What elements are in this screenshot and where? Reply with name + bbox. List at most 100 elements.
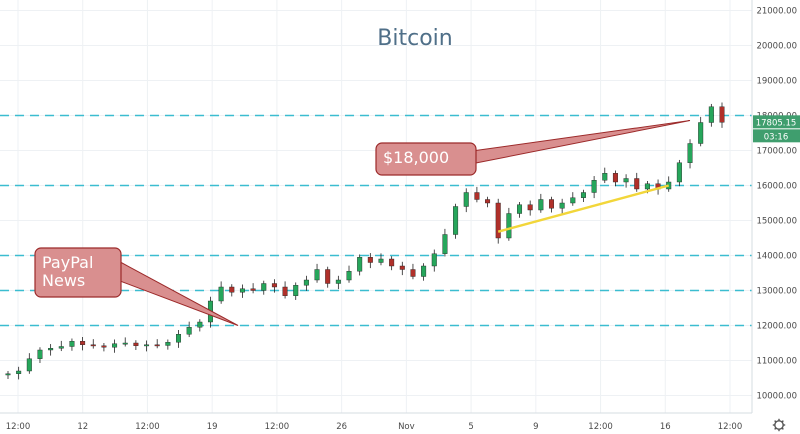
candle-body: [176, 334, 182, 343]
candles: [5, 102, 725, 380]
x-tick-label: 12: [77, 422, 88, 432]
candle-body: [378, 258, 384, 263]
candle-body: [218, 286, 224, 302]
x-tick-label: 12:00: [265, 422, 290, 432]
y-tick-label: 10000.00: [756, 392, 797, 402]
callout-label: $18,000: [383, 148, 449, 167]
gear-tooth: [774, 427, 777, 430]
gear-ring: [774, 420, 784, 430]
candle-body: [197, 321, 203, 328]
candle-body: [644, 183, 650, 190]
candle-body: [293, 285, 299, 296]
countdown-label: 03:16: [764, 132, 789, 142]
callout-label: PayPal: [42, 253, 93, 272]
candle-body: [229, 286, 235, 293]
candle-body: [26, 358, 32, 372]
candle-body: [5, 373, 11, 376]
y-tick-label: 13000.00: [756, 287, 797, 297]
last-price-label: 17805.15: [756, 118, 797, 128]
candle-body: [389, 258, 395, 267]
callout-pointer: [471, 120, 691, 165]
candle-body: [335, 279, 341, 284]
candle-body: [346, 271, 352, 281]
candle-body: [250, 288, 256, 291]
x-axis: 12:00 12 12:00 19 12:00 26 Nov 5 9 12:00 16 12:00: [0, 412, 752, 432]
candle-body: [271, 283, 277, 288]
y-tick-label: 17000.00: [756, 147, 797, 157]
candle-body: [186, 327, 192, 335]
gear-tooth: [781, 420, 784, 423]
candle-body: [399, 265, 405, 270]
candle-body: [80, 341, 86, 345]
x-tick-label: 9: [533, 422, 538, 432]
candle-body: [687, 143, 693, 163]
candle-body: [314, 269, 320, 281]
candle-body: [16, 370, 22, 374]
candle-body: [282, 286, 288, 296]
candle-body: [421, 265, 427, 277]
candle-body: [495, 202, 501, 239]
candle-body: [58, 346, 64, 349]
x-tick-label: 12:00: [6, 422, 31, 432]
candle-body: [144, 344, 150, 347]
candle-body: [485, 199, 491, 204]
x-tick-label: Nov: [398, 422, 415, 432]
gear-tooth: [774, 420, 777, 423]
candle-body: [37, 349, 43, 359]
candle-body: [101, 345, 107, 348]
candle-body: [698, 122, 704, 144]
candle-body: [442, 234, 448, 254]
candle-body: [154, 344, 160, 347]
candle-body: [527, 204, 533, 211]
x-tick-label: 16: [660, 422, 671, 432]
x-tick-label: 12:00: [135, 422, 160, 432]
candle-body: [676, 162, 682, 183]
trendlines: [497, 184, 670, 233]
candle-body: [453, 206, 459, 235]
candle-body: [239, 288, 245, 293]
candle-body: [538, 199, 544, 211]
candle-body: [69, 341, 75, 347]
candle-body: [122, 342, 128, 345]
candle-body: [580, 192, 586, 198]
y-tick-label: 15000.00: [756, 217, 797, 227]
candle-body: [474, 192, 480, 200]
gear-tooth: [781, 427, 784, 430]
candle-body: [623, 178, 629, 183]
candle-body: [303, 279, 309, 286]
candle-body: [357, 257, 363, 272]
y-tick-label: 21000.00: [756, 7, 797, 17]
countdown-badge: [753, 129, 800, 143]
candle-body: [548, 199, 554, 209]
candle-body: [133, 342, 139, 346]
grid: [0, 0, 752, 413]
candle-body: [261, 283, 267, 291]
last-price-badge: [753, 115, 800, 129]
callout-box: [375, 142, 477, 176]
horizontal-levels: [0, 114, 752, 327]
support-trendline: [497, 184, 670, 233]
x-tick-label: 19: [207, 422, 218, 432]
y-tick-label: 20000.00: [756, 42, 797, 52]
callout-label: News: [42, 271, 85, 290]
y-axis: 10000.00 11000.00 12000.00 13000.00 14000.00…: [751, 0, 800, 413]
y-tick-label: 14000.00: [756, 252, 797, 262]
callout-box: [34, 247, 122, 298]
callout-18000: $18,000: [375, 120, 691, 176]
x-tick-label: 5: [468, 422, 473, 432]
x-tick-label: 12:00: [718, 422, 743, 432]
gear-icon[interactable]: [772, 418, 786, 432]
candle-body: [367, 257, 373, 263]
y-tick-label: 19000.00: [756, 77, 797, 87]
y-tick-label: 12000.00: [756, 322, 797, 332]
candle-body: [90, 344, 96, 347]
candle-body: [708, 106, 714, 123]
candle-body: [463, 192, 469, 207]
candle-body: [48, 348, 54, 351]
candle-body: [112, 343, 118, 348]
candle-body: [165, 342, 171, 346]
candle-body: [506, 213, 512, 239]
